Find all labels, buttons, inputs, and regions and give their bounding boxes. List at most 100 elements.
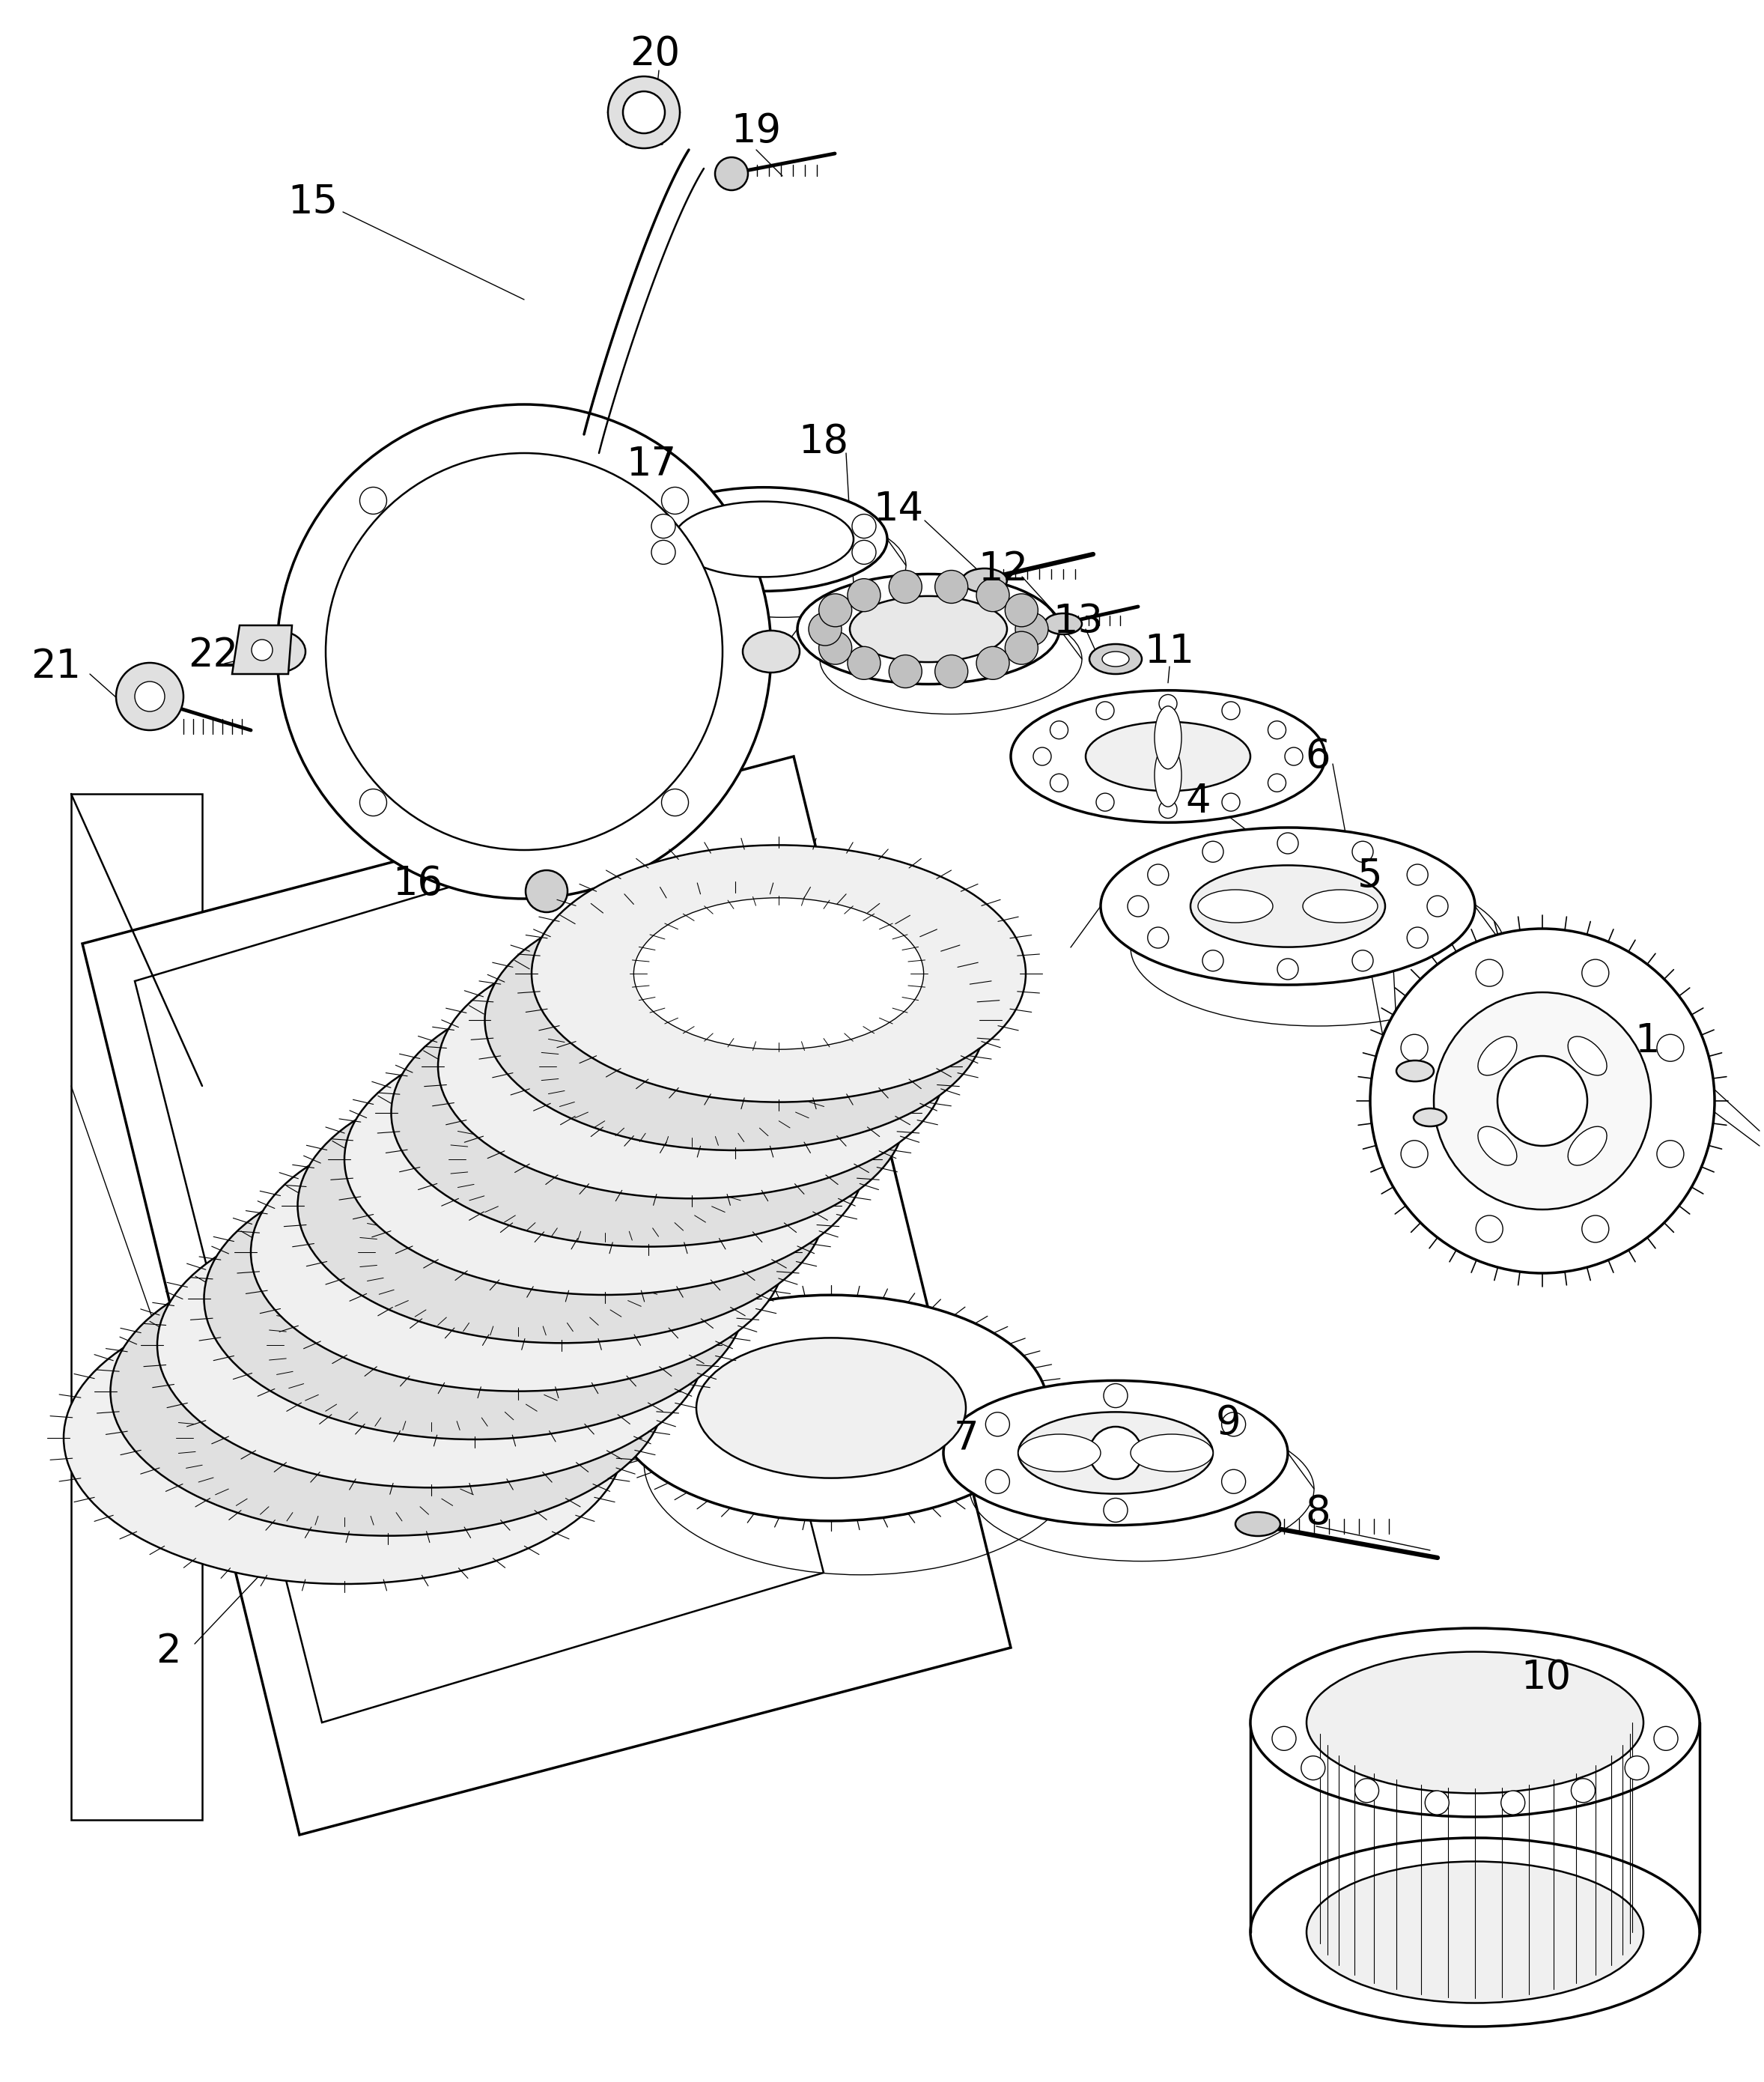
Circle shape — [847, 648, 880, 679]
Ellipse shape — [1568, 1126, 1607, 1166]
Ellipse shape — [1198, 889, 1274, 922]
Ellipse shape — [543, 989, 841, 1145]
Ellipse shape — [1235, 1512, 1281, 1537]
Ellipse shape — [157, 1203, 706, 1489]
Ellipse shape — [452, 1078, 759, 1239]
Circle shape — [1148, 926, 1168, 947]
Ellipse shape — [362, 1170, 676, 1335]
Circle shape — [935, 656, 968, 687]
Ellipse shape — [1154, 743, 1182, 806]
Circle shape — [651, 539, 676, 564]
Circle shape — [847, 579, 880, 612]
Ellipse shape — [497, 1035, 799, 1191]
Text: 12: 12 — [979, 550, 1028, 589]
Text: 19: 19 — [730, 112, 781, 150]
Circle shape — [1355, 1778, 1379, 1803]
Circle shape — [1284, 747, 1304, 766]
Ellipse shape — [640, 487, 887, 591]
Ellipse shape — [344, 1024, 866, 1295]
Circle shape — [1498, 1056, 1588, 1145]
Ellipse shape — [1568, 1037, 1607, 1074]
Circle shape — [975, 579, 1009, 612]
Ellipse shape — [743, 631, 799, 672]
Ellipse shape — [392, 979, 905, 1247]
Ellipse shape — [1085, 722, 1251, 791]
Ellipse shape — [1307, 1861, 1644, 2003]
Circle shape — [1582, 960, 1609, 987]
Ellipse shape — [316, 1216, 633, 1382]
Ellipse shape — [850, 595, 1007, 662]
Ellipse shape — [1413, 1108, 1446, 1126]
Circle shape — [252, 639, 272, 660]
Circle shape — [1272, 1726, 1297, 1751]
Circle shape — [1476, 1216, 1503, 1243]
Circle shape — [1401, 1035, 1427, 1062]
Text: 10: 10 — [1521, 1657, 1572, 1697]
Ellipse shape — [407, 1124, 716, 1287]
Circle shape — [852, 514, 877, 537]
Circle shape — [1095, 702, 1115, 720]
Circle shape — [1401, 1141, 1427, 1168]
Circle shape — [1104, 1499, 1127, 1522]
Text: 18: 18 — [799, 423, 848, 462]
Circle shape — [889, 570, 923, 604]
Circle shape — [1203, 949, 1224, 970]
Text: 1: 1 — [1635, 1022, 1660, 1060]
Text: 17: 17 — [626, 446, 677, 483]
Text: 16: 16 — [393, 864, 443, 904]
Ellipse shape — [180, 1351, 510, 1524]
Circle shape — [277, 404, 771, 899]
Ellipse shape — [1018, 1412, 1214, 1493]
Circle shape — [935, 570, 968, 604]
Ellipse shape — [1131, 1434, 1214, 1472]
Text: 6: 6 — [1305, 737, 1330, 777]
Circle shape — [1434, 993, 1651, 1210]
Ellipse shape — [1154, 706, 1182, 768]
Circle shape — [1371, 929, 1715, 1274]
Ellipse shape — [1251, 1838, 1699, 2026]
Ellipse shape — [961, 568, 1007, 593]
Text: 2: 2 — [155, 1632, 182, 1672]
Circle shape — [1222, 1470, 1245, 1493]
Ellipse shape — [697, 1339, 967, 1478]
Circle shape — [975, 648, 1009, 679]
Text: 20: 20 — [630, 35, 681, 73]
Ellipse shape — [64, 1293, 624, 1584]
Ellipse shape — [437, 935, 946, 1199]
Circle shape — [1656, 1035, 1685, 1062]
Circle shape — [818, 631, 852, 664]
Ellipse shape — [531, 845, 1025, 1101]
Ellipse shape — [298, 1068, 826, 1343]
Ellipse shape — [226, 1305, 550, 1476]
Ellipse shape — [1251, 1628, 1699, 1818]
Ellipse shape — [1102, 652, 1129, 666]
Ellipse shape — [1011, 691, 1325, 822]
Circle shape — [1476, 960, 1503, 987]
Circle shape — [1582, 1216, 1609, 1243]
Ellipse shape — [1018, 1434, 1101, 1472]
Circle shape — [714, 158, 748, 189]
Ellipse shape — [1090, 643, 1141, 675]
Polygon shape — [71, 793, 203, 1820]
Ellipse shape — [1191, 866, 1385, 947]
Text: 15: 15 — [288, 183, 339, 221]
Ellipse shape — [1307, 1651, 1644, 1793]
Circle shape — [1353, 949, 1372, 970]
Ellipse shape — [249, 631, 305, 672]
Text: 3: 3 — [691, 1220, 716, 1260]
Circle shape — [1222, 1412, 1245, 1437]
Circle shape — [986, 1470, 1009, 1493]
Circle shape — [1095, 793, 1115, 812]
Circle shape — [1302, 1755, 1325, 1780]
Circle shape — [1090, 1426, 1141, 1478]
Circle shape — [1625, 1755, 1649, 1780]
Circle shape — [1408, 926, 1429, 947]
Circle shape — [1050, 720, 1067, 739]
Circle shape — [651, 514, 676, 537]
Circle shape — [1656, 1141, 1685, 1168]
Ellipse shape — [944, 1380, 1288, 1526]
Circle shape — [116, 662, 183, 731]
Circle shape — [1222, 793, 1240, 812]
Circle shape — [1005, 593, 1037, 627]
Text: 5: 5 — [1358, 858, 1383, 895]
